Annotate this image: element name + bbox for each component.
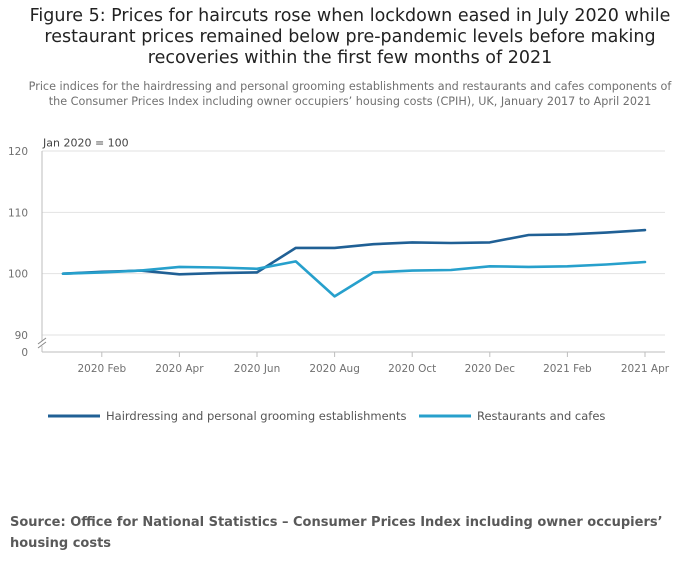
- x-tick-label: 2020 Feb: [77, 363, 126, 375]
- x-tick-label: 2021 Apr: [621, 363, 670, 375]
- series-line-hairdressing: [61, 228, 647, 276]
- axis-break-mark: [37, 337, 47, 345]
- legend-label: Restaurants and cafes: [477, 409, 605, 423]
- source-note: Source: Office for National Statistics –…: [10, 515, 663, 551]
- x-tick-label: 2020 Apr: [155, 363, 204, 375]
- axes: 90 100 110 120 0 2020 Feb 2020 Apr 2020 Jun 2020…: [8, 146, 670, 375]
- chart-subtitle: Price indices for the hairdressing and p…: [28, 80, 672, 108]
- legend-label: Hairdressing and personal grooming estab…: [106, 409, 406, 423]
- x-tick-label: 2020 Jun: [234, 363, 280, 375]
- y-tick-label: 110: [8, 207, 28, 219]
- x-tick-label: 2020 Aug: [309, 363, 360, 375]
- y-tick-label: 100: [8, 269, 28, 281]
- gridlines: [42, 150, 665, 336]
- series-line-restaurants: [61, 260, 647, 298]
- chart-title: Figure 5: Prices for haircuts rose when …: [29, 6, 671, 68]
- legend: Hairdressing and personal grooming estab…: [48, 409, 605, 423]
- y-tick-label-zero: 0: [21, 347, 28, 359]
- axis-break-mark: [37, 341, 47, 349]
- x-tick-label: 2020 Oct: [388, 363, 436, 375]
- x-tick-label: 2021 Feb: [543, 363, 592, 375]
- y-tick-label: 120: [8, 146, 28, 158]
- y-unit-label: Jan 2020 = 100: [42, 137, 129, 150]
- x-tick-label: 2020 Dec: [465, 363, 516, 375]
- series-lines: [61, 228, 647, 298]
- line-chart: 90 100 110 120 0 2020 Feb 2020 Apr 2020 Jun 2020…: [8, 137, 670, 424]
- y-tick-label: 90: [15, 330, 28, 342]
